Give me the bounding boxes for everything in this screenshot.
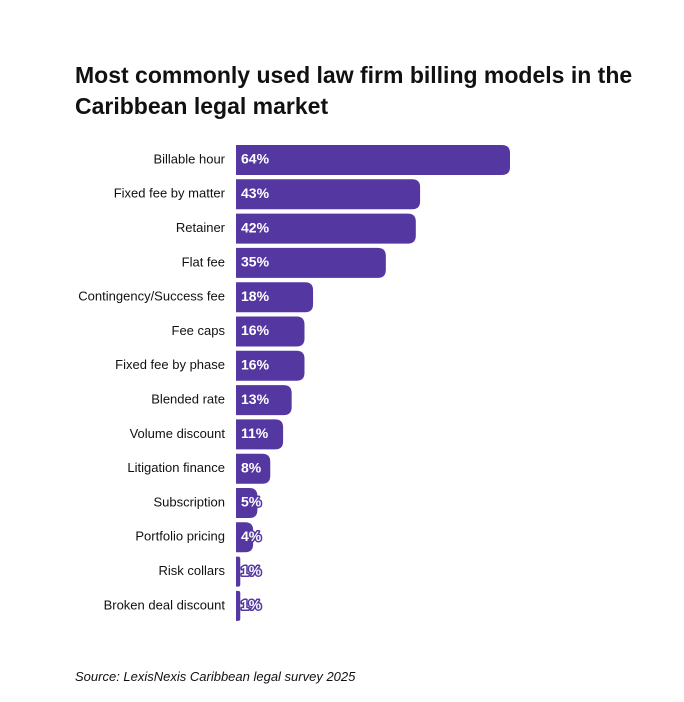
value-label: 35% [241, 254, 270, 270]
bar [236, 453, 271, 484]
bar [236, 213, 416, 244]
value-label: 18% [241, 288, 270, 304]
category-label: Broken deal discount [104, 597, 226, 612]
bar [236, 488, 258, 518]
category-label: Portfolio pricing [135, 529, 225, 544]
value-label: 1% [241, 562, 262, 578]
category-label: Fee caps [172, 323, 226, 338]
value-label: 16% [241, 322, 270, 338]
chart-title: Most commonly used law firm billing mode… [75, 62, 633, 119]
value-label: 8% [241, 459, 262, 475]
value-label: 4% [241, 528, 262, 544]
category-label: Litigation finance [127, 460, 225, 475]
bar [236, 350, 305, 381]
category-label: Volume discount [130, 426, 226, 441]
category-label: Risk collars [159, 563, 226, 578]
category-label: Flat fee [182, 254, 225, 269]
value-label: 11% [241, 425, 269, 441]
bar [236, 247, 386, 278]
bar [236, 419, 284, 450]
category-label: Retainer [176, 220, 226, 235]
value-label: 1% [241, 597, 262, 613]
bar [236, 522, 254, 553]
value-label: 16% [241, 357, 270, 373]
bar [236, 556, 241, 587]
value-label: 5% [241, 494, 262, 510]
category-label: Contingency/Success fee [78, 289, 225, 304]
bar [236, 145, 510, 175]
category-label: Fixed fee by matter [114, 186, 226, 201]
value-label: 43% [241, 185, 270, 201]
category-label: Fixed fee by phase [115, 357, 225, 372]
bar [236, 385, 292, 416]
value-label: 64% [241, 151, 270, 167]
category-label: Subscription [153, 494, 225, 509]
source-note: Source: LexisNexis Caribbean legal surve… [75, 669, 356, 684]
bar [236, 316, 305, 347]
value-label: 42% [241, 219, 270, 235]
category-label: Blended rate [151, 392, 225, 407]
bar [236, 282, 314, 313]
bar [236, 179, 421, 210]
category-label: Billable hour [153, 151, 225, 166]
bar [236, 590, 241, 621]
value-label: 13% [241, 391, 270, 407]
